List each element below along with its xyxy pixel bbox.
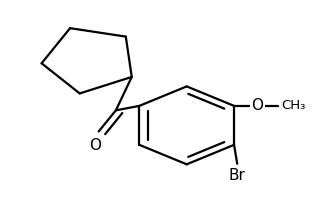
Text: O: O (252, 98, 263, 113)
Text: O: O (89, 138, 101, 153)
Text: CH₃: CH₃ (281, 99, 305, 112)
Text: Br: Br (229, 168, 246, 183)
